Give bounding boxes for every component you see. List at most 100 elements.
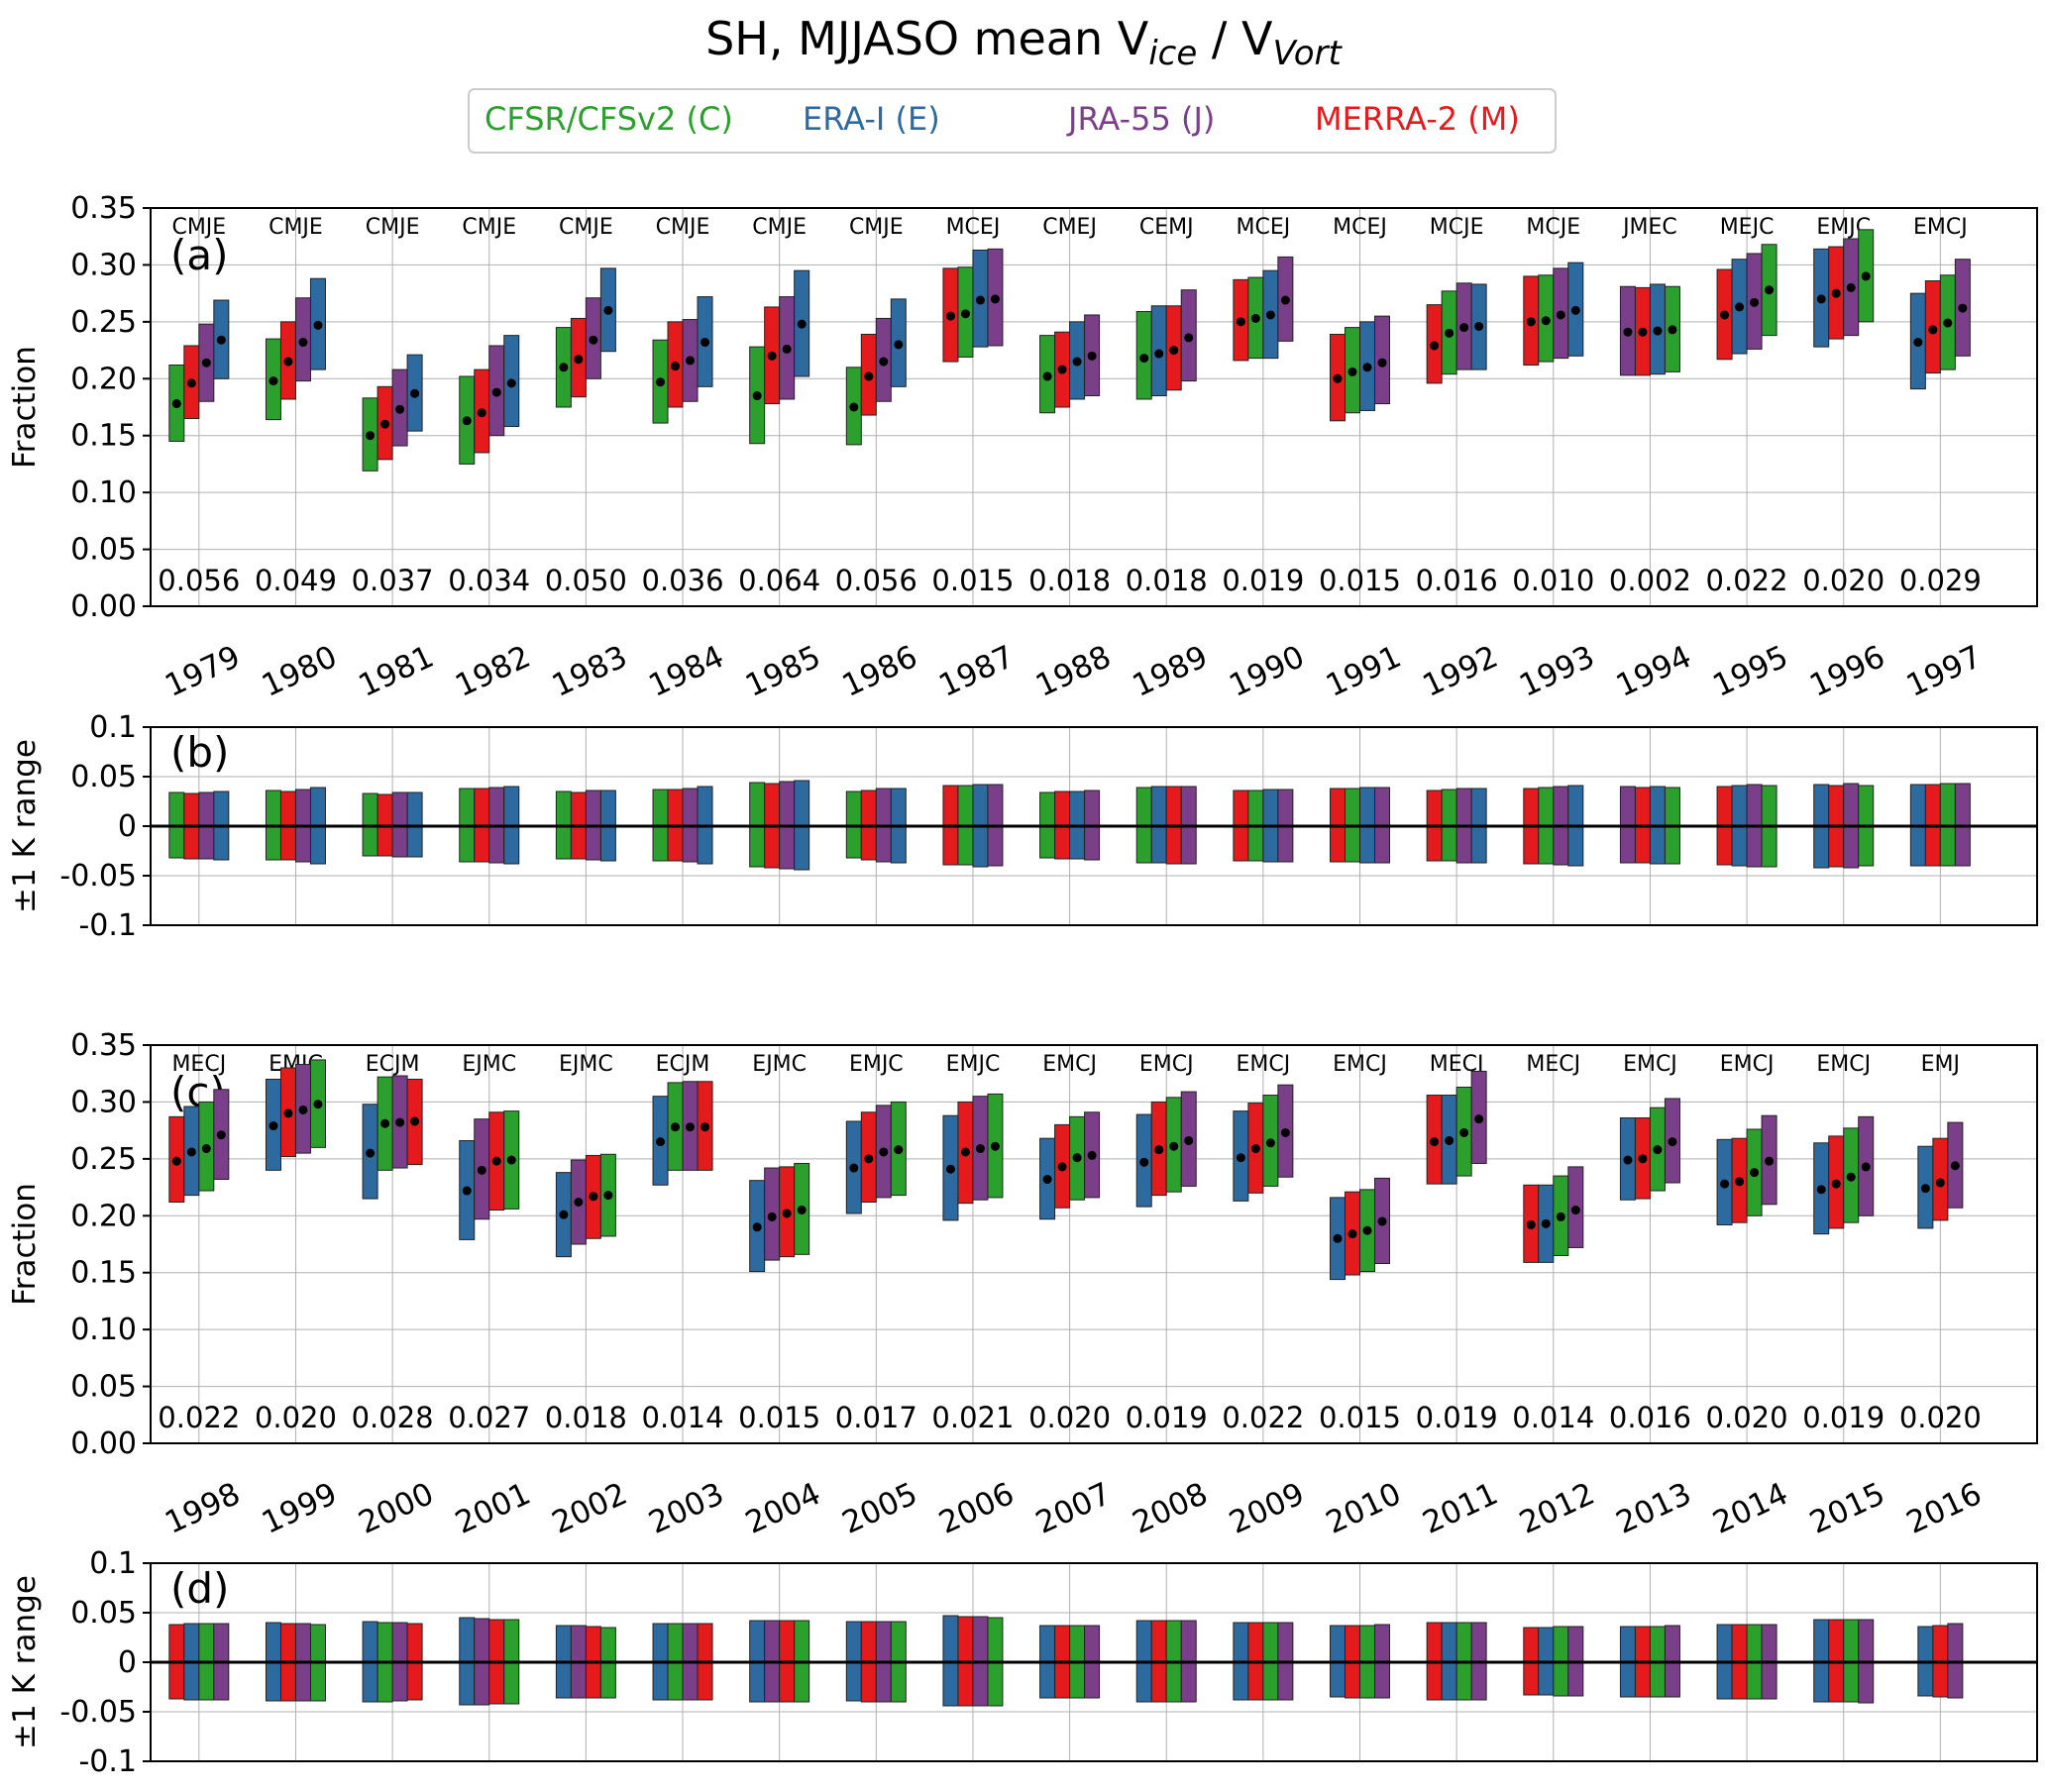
range-group-1995: [1716, 784, 1778, 868]
mean-dot-E: [1720, 1179, 1730, 1189]
mean-dot-C: [1653, 1145, 1663, 1155]
spread-label: 0.019: [1222, 564, 1304, 597]
mean-dot-C: [1459, 1127, 1469, 1137]
mean-dot-J: [1846, 282, 1856, 292]
ranking-label: CMJE: [559, 215, 613, 240]
y-axis-label: ±1 K range: [7, 1575, 43, 1749]
mean-dot-J: [298, 338, 308, 348]
mean-dot-C: [1765, 285, 1775, 295]
mean-dot-M: [1928, 325, 1938, 335]
y-tick-label: 0: [118, 1645, 137, 1680]
y-tick-label: 0.15: [70, 1256, 137, 1291]
mean-dot-C: [1169, 1141, 1179, 1151]
panel-label: (a): [170, 231, 229, 279]
year-group-2016: EMJ 0.020 2016: [1899, 1052, 1988, 1541]
mean-dot-J: [975, 1144, 985, 1154]
ranking-label: CMJE: [849, 215, 904, 240]
y-axis-label: Fraction: [7, 1183, 43, 1306]
mean-dot-C: [313, 1100, 323, 1109]
mean-dot-J: [1280, 1127, 1290, 1137]
range-group-2009: [1233, 1622, 1294, 1701]
y-tick-label: 0.15: [70, 419, 137, 454]
mean-dot-M: [1250, 1144, 1260, 1154]
spread-label: 0.064: [738, 564, 820, 597]
mean-dot-M: [171, 1156, 181, 1166]
spread-label: 0.050: [545, 564, 627, 597]
mean-dot-C: [656, 377, 666, 387]
y-tick-label: -0.05: [59, 859, 137, 894]
mean-dot-E: [1042, 1175, 1052, 1185]
panel-label: (b): [170, 728, 229, 777]
ranking-label: EMCJ: [1913, 215, 1968, 240]
mean-dot-C: [506, 1155, 516, 1165]
mean-dot-E: [1816, 1185, 1826, 1195]
mean-dot-C: [960, 309, 970, 319]
year-group-1987: MCEJ 0.015 1987: [931, 215, 1020, 704]
mean-dot-J: [1474, 1114, 1484, 1124]
mean-dot-M: [1333, 373, 1343, 383]
spread-label: 0.020: [1899, 1401, 1982, 1434]
spread-label: 0.020: [1802, 564, 1885, 597]
mean-dot-M: [671, 362, 681, 371]
spread-label: 0.015: [1319, 1401, 1401, 1434]
ranking-label: CMEJ: [1042, 215, 1097, 240]
mean-dot-J: [1750, 297, 1760, 307]
year-group-2000: ECJM 0.028 2000: [352, 1052, 440, 1541]
mean-dot-E: [1913, 338, 1923, 348]
mean-dot-J: [686, 356, 696, 366]
mean-dot-E: [656, 1137, 666, 1147]
fraction-panel-a: 0.00 0.05 0.10 0.15 0.20 0.25 0.30 0.35 Fraction…: [7, 191, 2038, 704]
spread-label: 0.027: [448, 1401, 530, 1434]
mean-dot-J: [879, 1147, 889, 1157]
mean-dot-E: [849, 1163, 859, 1173]
mean-dot-J: [395, 1117, 405, 1127]
year-group-1989: CEMJ 0.018 1989: [1126, 215, 1214, 704]
year-group-1984: CMJE 0.036 1984: [642, 215, 730, 704]
x-tick-label: 1988: [1030, 639, 1117, 704]
y-tick-label: 0.35: [70, 191, 137, 226]
mean-dot-M: [1831, 1179, 1841, 1189]
mean-dot-M: [782, 1209, 792, 1218]
year-group-1985: CMJE 0.064 1985: [738, 215, 826, 704]
mean-dot-J: [201, 358, 211, 368]
y-tick-label: 0.05: [70, 533, 137, 568]
spread-label: 0.056: [835, 564, 917, 597]
mean-dot-M: [767, 351, 777, 361]
range-panel-d: -0.1 -0.05 0 0.05 0.1 ±1 K range (d): [7, 1546, 2038, 1779]
year-group-2015: EMCJ 0.019 2015: [1802, 1052, 1890, 1541]
spread-label: 0.018: [1028, 564, 1111, 597]
y-tick-label: 0.1: [89, 1546, 137, 1581]
spread-label: 0.017: [835, 1401, 917, 1434]
y-tick-label: -0.05: [59, 1695, 137, 1730]
year-group-2012: MECJ 0.014 2012: [1512, 1052, 1600, 1541]
mean-dot-E: [313, 320, 323, 330]
ranking-label: CEMJ: [1139, 215, 1194, 240]
spread-label: 0.020: [1028, 1401, 1111, 1434]
mean-dot-M: [1430, 1137, 1440, 1147]
y-tick-label: 0.05: [70, 1596, 137, 1631]
mean-dot-E: [410, 388, 420, 398]
year-group-1990: MCEJ 0.019 1990: [1222, 215, 1310, 704]
mean-dot-J: [1087, 1150, 1097, 1160]
ranking-label: CMJE: [656, 215, 710, 240]
mean-dot-M: [1935, 1178, 1945, 1188]
mean-dot-J: [1570, 1206, 1580, 1215]
spread-label: 0.022: [1706, 564, 1788, 597]
x-tick-label: 2005: [837, 1476, 923, 1541]
mean-dot-M: [1638, 1154, 1648, 1164]
ranking-label: EMCJ: [1816, 1052, 1871, 1077]
mean-dot-C: [1347, 367, 1357, 376]
mean-dot-C: [894, 1145, 904, 1155]
mean-dot-M: [477, 408, 486, 418]
mean-dot-C: [603, 1191, 613, 1201]
mean-dot-M: [186, 378, 196, 388]
y-tick-label: 0.25: [70, 1142, 137, 1177]
ranking-label: MCJE: [1526, 215, 1580, 240]
mean-dot-M: [1057, 365, 1067, 374]
y-tick-label: 0.30: [70, 1085, 137, 1119]
spread-label: 0.036: [642, 564, 724, 597]
chart-body: 0.000.050.100.150.200.250.300.35Fraction…: [7, 191, 2038, 1779]
mean-dot-C: [462, 416, 472, 426]
